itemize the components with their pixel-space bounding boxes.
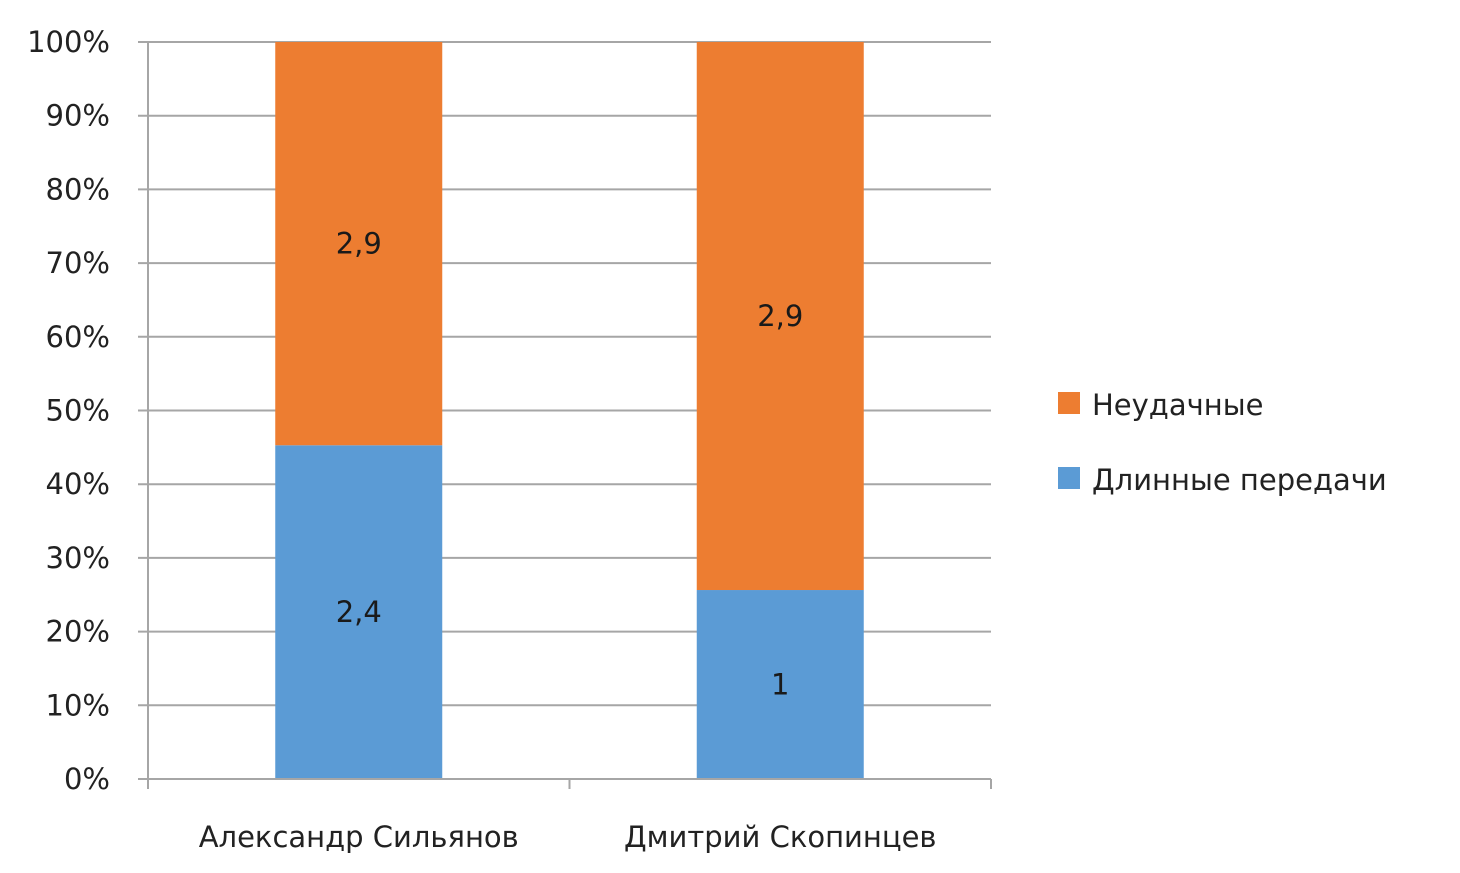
x-axis: Александр Сильянов Дмитрий Скопинцев: [147, 42, 992, 854]
data-label: 2,9: [757, 299, 803, 333]
y-axis-tick-labels: 0% 10% 20% 30% 40% 50% 60% 70% 80% 90% 100%: [27, 25, 110, 796]
bar-segment: [275, 445, 443, 779]
legend-swatch: [1058, 392, 1080, 414]
y-tick-label: 30%: [46, 541, 110, 575]
y-tick-label: 0%: [64, 762, 110, 796]
legend-label: Неудачные: [1092, 388, 1263, 422]
bar-segment: [275, 42, 443, 446]
y-tick-label: 20%: [46, 615, 110, 649]
legend: Неудачные Длинные передачи: [1058, 388, 1387, 497]
y-tick-label: 80%: [46, 172, 110, 206]
data-label: 1: [771, 668, 789, 702]
legend-swatch: [1058, 467, 1080, 489]
y-tick-label: 100%: [27, 25, 110, 59]
legend-label: Длинные передачи: [1092, 463, 1387, 497]
data-label: 2,9: [336, 227, 382, 261]
bars: 2,4 2,9 1 2,9: [275, 42, 864, 779]
y-tick-label: 10%: [46, 688, 110, 722]
y-tick-label: 90%: [46, 99, 110, 133]
y-tick-label: 60%: [46, 320, 110, 354]
y-tick-label: 70%: [46, 246, 110, 280]
data-label: 2,4: [336, 595, 382, 629]
x-category-label: Дмитрий Скопинцев: [624, 820, 937, 854]
y-tick-label: 50%: [46, 394, 110, 428]
y-tick-label: 40%: [46, 467, 110, 501]
bar-segment: [696, 42, 864, 591]
x-category-label: Александр Сильянов: [199, 820, 519, 854]
bar-segment: [696, 590, 864, 779]
